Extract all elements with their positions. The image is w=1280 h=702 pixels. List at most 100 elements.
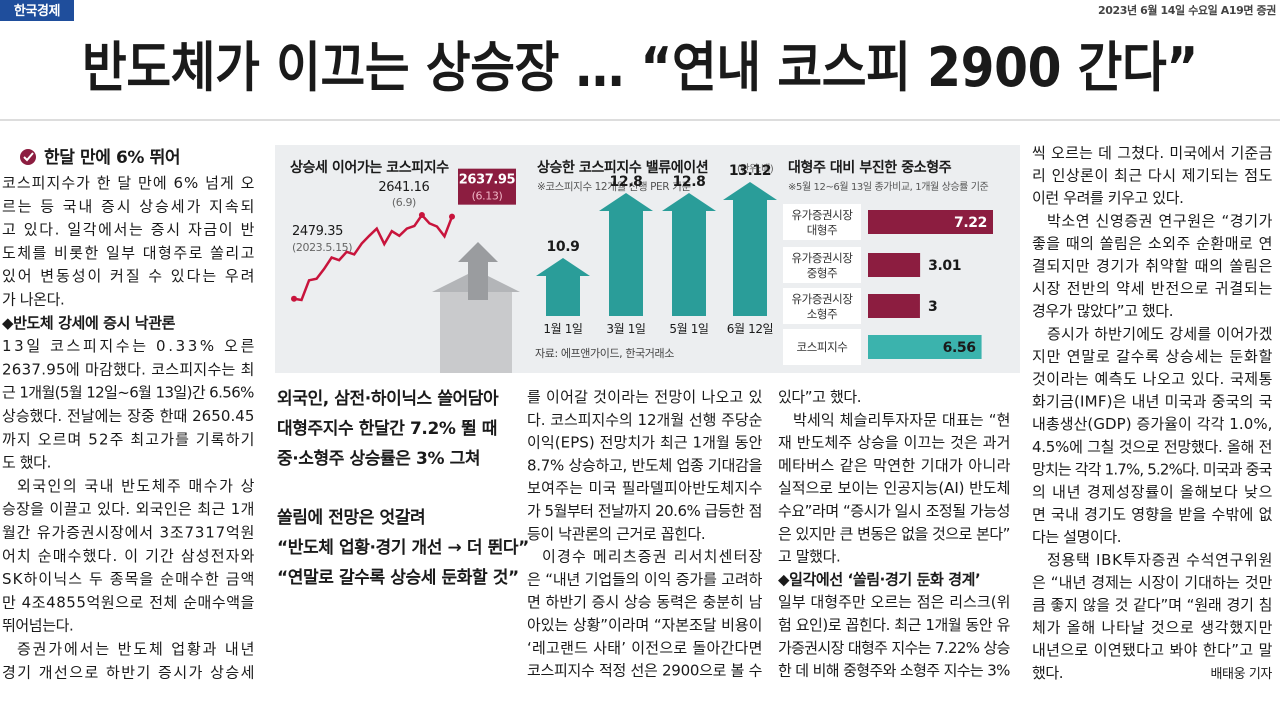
point-value: 2479.35 [292,224,343,239]
body-line: 를 이어갈 것이라는 전망이 나오고 있 [527,388,763,406]
bar-value: 6.56 [943,340,976,356]
point-value: 2641.16 [378,180,429,195]
body-line: 망치는 각각 1.7%, 5.2%다. 미국과 중국 [1032,460,1273,478]
body-line: 은 있지만 큰 변동은 없을 것으로 본다” [778,525,1010,543]
body-line: 것이라는 예측도 나오고 있다. 국제통 [1032,370,1272,388]
category-box [783,204,861,240]
pullquote-line: 중·소형주 상승률은 3% 그쳐 [277,448,480,469]
category-label: 유가증권시장 중형주 [791,251,853,280]
headline: 반도체가 이끄는 상승장 … “연내 코스피 2900 간다” [82,36,1198,99]
body-line: 어치 순매수했다. 이 기간 삼성전자와 [2,547,255,565]
x-tick-label: 5월 1일 [669,322,708,336]
body-line: 4.5%에 그칠 것으로 전망했다. 올해 전 [1032,438,1272,456]
body-line: 상승했다. 전날에는 장중 한때 2650.45 [2,407,254,425]
pullquote-line: 외국인, 삼전·하이닉스 쓸어담아 [277,389,499,409]
bar-value: 12.8 [673,174,706,190]
body-line: 큼 좋지 않을 것 같다”며 “원래 경기 침 [1032,596,1272,614]
point [418,212,425,218]
body-line: 일부 대형주만 오르는 점은 리스크(위 [778,593,1010,611]
arrow-bar [723,182,777,316]
body-line: 박세익 체슬리투자자문 대표는 “현 [793,411,1010,429]
body-line: 있다”고 했다. [778,388,861,406]
point-date: (2023.5.15) [292,241,352,254]
body-line: 시장 전반의 약세 반전으로 귀결되는 [1032,280,1273,298]
body-line: 결되지만 경기가 취약할 때의 쏠림은 [1032,257,1272,275]
chart-source: 자료: 에프앤가이드, 한국거래소 [535,347,674,360]
body-line: 정용택 IBK투자증권 수석연구위원 [1047,551,1272,569]
body-line: 은 “내년 경제는 시장이 기대하는 것만 [1032,573,1273,591]
body-line: 보여주는 미국 필라델피아반도체지수 [527,479,762,497]
body-line: 체가 올해 나타날 것으로 생각했지만 [1032,619,1273,637]
body-line: 이런 우려를 키우고 있다. [1032,189,1183,207]
bar-value: 12.8 [610,174,643,190]
body-line: 이익(EPS) 전망치가 최근 1개월 동안 [527,434,763,452]
chart-unit: (단위:배) [737,162,774,175]
body-line: 했다. [1032,664,1063,682]
chart-title: 상승세 이어가는 코스피지수 [290,159,449,176]
label-box [458,168,516,205]
bar-value: 13.12 [729,163,771,179]
body-line: 2637.95에 마감했다. 코스피지수는 최 [2,360,254,378]
category-box [783,288,861,324]
arrow-bar [536,258,590,316]
body-line: 가 5월부터 전날까지 20.6% 급등한 점 [527,502,762,520]
body-line: 재 반도체주 상승을 이끄는 것은 과거 [778,434,1010,452]
body-line: 뛰어넘는다. [2,617,73,635]
kicker: 한달 만에 6% 뛰어 [44,147,180,168]
bar [868,294,920,318]
category-box [783,329,861,365]
issue-date: 2023년 6월 14일 수요일 A19면 증권 [1098,3,1276,17]
body-line: 외국인의 국내 반도체주 매수가 상 [17,477,255,495]
body-line: 박소연 신영증권 연구원은 “경기가 [1047,212,1273,230]
body-line: 실적으로 보이는 인공지능(AI) 반도체 [778,479,1010,497]
body-line: 화기금(IMF)은 내년 미국과 중국의 국 [1032,393,1273,411]
chart-title: 대형주 대비 부진한 중소형주 [788,159,952,176]
body-line: 고 말했다. [778,548,840,566]
building-arrow [458,242,498,300]
body-line: 근 1개월(5월 12일~6월 13일)간 6.56% [2,384,254,402]
index-line [293,212,454,302]
bar [868,210,993,234]
body-line: 은 “내년 기업들의 이익 증가를 고려하 [527,570,763,588]
byline: 배태웅 기자 [1210,667,1272,682]
point [449,213,455,220]
body-line: ‘레고랜드 사태’ 이전으로 돌아간다면 [527,639,762,657]
check-mark [23,152,34,162]
arrow-bar [662,192,716,316]
body-line: 만 4조4855억원으로 전체 순매수액을 [2,593,254,611]
body-line: 내년으로 이연됐다고 봐야 한다”고 말 [1032,641,1273,659]
point-value: 2637.95 [459,173,516,188]
point-date: (6.13) [472,190,503,203]
paper-badge [0,0,74,21]
body-line: 있어 변동성이 커질 수 있다는 우려 [2,267,254,285]
body-line: 증권가에서는 반도체 업황과 내년 [17,640,254,658]
pullquote-line: “반도체 업황·경기 개선 → 더 뛴다” [277,538,529,558]
body-line: 도체를 비롯한 일부 대형주로 쏠리고 [2,244,254,262]
point [291,295,297,302]
body-line: 등이 낙관론의 근거로 꼽힌다. [527,525,705,543]
category-label: 코스피지수 [797,340,848,354]
point-date: (6.9) [392,196,416,209]
chart-subtitle: ※코스피지수 12개월 선행 PER 기준 [537,181,691,193]
chart-title: 상승한 코스피지수 밸류에이션 [537,159,708,176]
bar-value: 7.22 [954,215,987,231]
body-line: 험 요인)로 꼽힌다. 최근 1개월 동안 유 [778,616,1011,634]
bar-value: 3 [928,299,937,315]
section-subhead: ◆반도체 강세에 증시 낙관론 [2,314,176,332]
body-line: 면 하반기 증시 상승 동력은 충분히 남 [527,593,763,611]
category-label: 유가증권시장 소형주 [791,292,853,321]
bar-value: 3.01 [928,258,961,274]
body-line: 수요”라며 “증시가 일시 조정될 가능성 [778,502,1010,520]
x-tick-label: 3월 1일 [606,322,645,336]
body-line: 다. 코스피지수의 12개월 선행 주당순 [527,411,763,429]
x-tick-label: 1월 1일 [543,322,582,336]
body-line: 면 국내 경기도 영향을 받을 수밖에 없 [1032,506,1273,524]
body-line: 13일 코스피지수는 0.33% 오른 [2,337,255,355]
body-line: 월간 유가증권시장에서 3조7317억원 [2,524,254,542]
paper-name: 한국경제 [14,3,60,19]
body-line: 한 데 비해 중형주와 소형주 지수는 3% [778,662,1010,680]
body-line: 이경수 메리츠증권 리서치센터장 [542,548,763,566]
body-line: 르는 등 국내 증시 상승세가 지속되 [2,197,254,215]
body-line: SK하이닉스 두 종목을 순매수한 금액 [2,570,254,588]
